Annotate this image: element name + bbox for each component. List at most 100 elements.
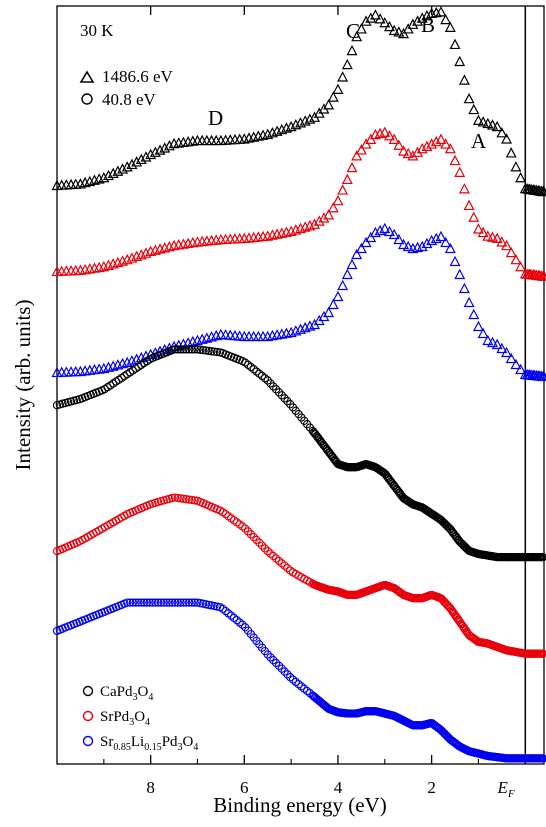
data-point — [491, 120, 503, 132]
data-point — [204, 600, 213, 610]
data-point — [126, 158, 138, 170]
data-point — [280, 667, 289, 676]
data-point — [190, 345, 199, 354]
data-point — [179, 598, 188, 607]
data-point — [355, 242, 367, 254]
data-point — [393, 139, 405, 150]
data-point — [379, 222, 391, 234]
data-point — [257, 330, 269, 342]
series-Sr0.85Li0.15Pd3O4-14866eV — [51, 222, 546, 382]
data-point — [302, 686, 312, 696]
data-point — [505, 147, 517, 158]
data-point — [450, 609, 459, 619]
data-point — [204, 346, 213, 356]
legend-sample-label-part: 3 — [178, 742, 183, 753]
data-point — [280, 561, 289, 570]
data-point — [193, 345, 202, 354]
data-point — [538, 754, 546, 763]
data-point — [482, 117, 494, 129]
x-tick-label: 8 — [146, 778, 155, 797]
data-point — [477, 226, 489, 238]
fermi-level-sub: F — [507, 788, 515, 800]
data-point — [241, 524, 250, 533]
data-point — [182, 598, 191, 607]
data-point — [468, 211, 480, 222]
data-point — [355, 23, 367, 34]
data-point — [107, 167, 119, 179]
data-point — [134, 598, 143, 607]
data-point — [238, 522, 247, 531]
data-point — [341, 173, 353, 185]
data-point — [379, 16, 391, 28]
data-point — [173, 598, 182, 607]
data-point — [454, 55, 466, 67]
data-point — [218, 604, 227, 613]
data-point — [121, 161, 133, 172]
data-point — [486, 231, 498, 242]
data-point — [163, 140, 175, 151]
data-point — [170, 345, 180, 354]
data-point — [131, 156, 143, 167]
legend-sample-label-part: 0.85 — [113, 742, 131, 753]
data-point — [243, 330, 255, 342]
x-axis-label: Binding energy (eV) — [213, 793, 386, 817]
data-point — [126, 252, 138, 263]
data-point — [435, 6, 447, 17]
data-point — [229, 613, 239, 623]
data-point — [337, 279, 349, 291]
data-point — [472, 223, 484, 234]
data-point — [351, 150, 363, 161]
data-point — [491, 338, 503, 350]
data-point — [257, 371, 267, 381]
data-point — [271, 554, 281, 563]
photon-legend: 1486.6 eV 40.8 eV — [79, 67, 174, 109]
data-point — [351, 30, 363, 42]
data-point — [215, 134, 227, 146]
data-point — [393, 233, 405, 245]
data-point — [123, 598, 132, 607]
data-point — [402, 240, 414, 252]
data-point — [510, 253, 522, 265]
series-Sr0.85Li0.15Pd3O4-408eV — [52, 598, 546, 763]
data-point — [398, 238, 410, 250]
data-point — [369, 226, 381, 238]
data-point — [135, 248, 147, 260]
data-point — [327, 201, 339, 213]
data-point — [140, 247, 152, 258]
data-point — [318, 212, 330, 223]
data-point — [426, 138, 438, 149]
data-point — [148, 598, 157, 607]
legend-sample-label-part: Pd — [162, 734, 178, 750]
data-point — [165, 598, 174, 607]
data-point — [135, 153, 147, 165]
peak-labels: D C B A — [208, 13, 487, 153]
series-SrPd3O4-14866eV — [51, 126, 546, 281]
data-point — [515, 363, 527, 375]
data-point — [463, 92, 475, 104]
data-point — [505, 352, 517, 364]
data-point — [232, 616, 241, 625]
data-point — [491, 232, 503, 244]
temperature-label: 30 K — [80, 21, 114, 40]
data-point — [515, 260, 527, 272]
data-point — [137, 598, 146, 607]
data-point — [440, 13, 452, 25]
data-point — [458, 621, 467, 631]
data-point — [505, 246, 517, 258]
data-point — [421, 9, 433, 21]
data-point — [426, 234, 438, 246]
data-point — [299, 115, 311, 126]
plot-frame — [56, 5, 545, 765]
data-point — [332, 194, 344, 206]
data-point — [477, 327, 489, 339]
data-point — [346, 44, 358, 56]
data-point — [482, 230, 494, 241]
data-point — [248, 330, 260, 342]
data-point — [472, 320, 484, 332]
data-point — [131, 598, 140, 607]
data-point — [159, 598, 168, 607]
data-point — [184, 345, 194, 354]
data-point — [510, 358, 522, 370]
peak-label-d: D — [208, 106, 223, 130]
